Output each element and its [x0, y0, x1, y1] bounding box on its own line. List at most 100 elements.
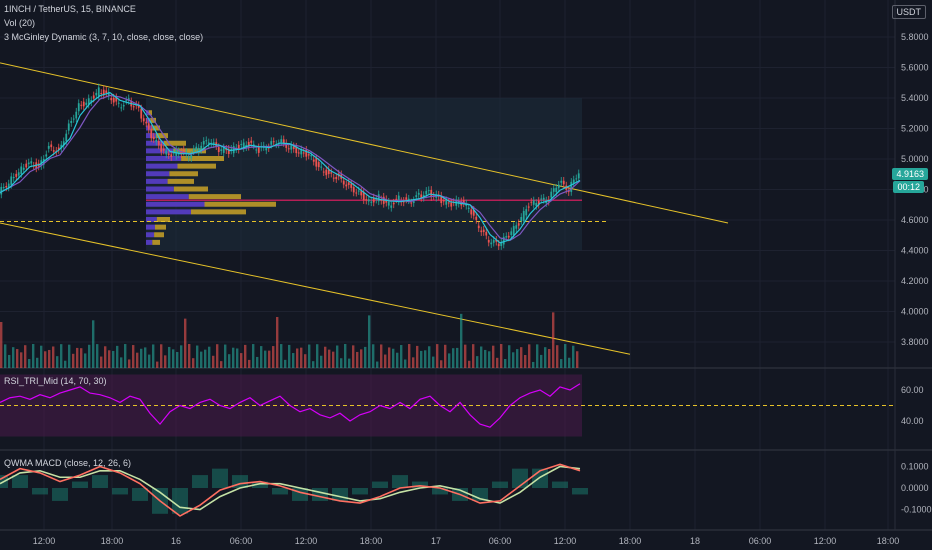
volume-bar	[392, 348, 395, 368]
candle-body	[427, 190, 430, 192]
time-tick-label-1: 18:00	[101, 536, 124, 546]
volume-bar	[472, 344, 475, 368]
vp-bar-buy-14	[146, 217, 157, 222]
volume-bar	[528, 344, 531, 368]
currency-badge[interactable]: USDT	[891, 5, 926, 19]
candle-body	[212, 142, 215, 145]
volume-bar	[384, 354, 387, 368]
candle-body	[57, 147, 60, 150]
candle-body	[487, 239, 490, 243]
price-tick-label-7: 4.4000	[901, 246, 929, 256]
vp-bar-sell-13	[191, 209, 246, 215]
macd-hist-bar	[552, 481, 568, 488]
candle-body	[575, 178, 578, 180]
trendline-1	[0, 222, 631, 355]
candle-body	[187, 156, 190, 158]
volume-bar	[348, 358, 351, 368]
vp-bar-sell-0	[148, 110, 152, 116]
candle-body	[480, 230, 483, 233]
volume-bar	[172, 349, 175, 368]
volume-bar	[300, 347, 303, 368]
symbol-legend[interactable]: 1INCH / TetherUS, 15, BINANCE	[4, 4, 136, 14]
candle-body	[102, 89, 105, 96]
candle-body	[125, 100, 128, 102]
volume-bar	[304, 354, 307, 368]
macd-hist-bar	[72, 481, 88, 488]
time-tick-label-6: 17	[431, 536, 441, 546]
vp-bar-buy-13	[146, 209, 191, 215]
candle-body	[87, 98, 90, 105]
mcginley-legend[interactable]: 3 McGinley Dynamic (3, 7, 10, close, clo…	[4, 32, 204, 42]
candle-body	[25, 163, 28, 168]
candle-body	[67, 123, 70, 131]
volume-bar	[376, 361, 379, 368]
candle-body	[305, 149, 308, 157]
volume-bar	[324, 346, 327, 368]
volume-bar	[72, 353, 75, 368]
candle-body	[312, 159, 315, 162]
time-tick-label-13: 18:00	[877, 536, 900, 546]
volume-bar	[452, 348, 455, 368]
macd-hist-bar	[192, 475, 208, 488]
volume-bar	[12, 347, 15, 368]
volume-bar	[316, 344, 319, 368]
candle-body	[242, 142, 245, 149]
candle-body	[307, 154, 310, 156]
rsi-legend[interactable]: RSI_TRI_Mid (14, 70, 30)	[4, 376, 107, 386]
candle-body	[332, 177, 335, 179]
mcginley-fast-line	[0, 91, 581, 244]
candle-body	[180, 151, 183, 155]
candle-body	[387, 201, 390, 206]
volume-bar	[468, 360, 471, 368]
candle-body	[97, 87, 100, 97]
volume-bar	[464, 344, 467, 368]
volume-bar	[240, 353, 243, 368]
candle-body	[550, 191, 553, 198]
candle-body	[370, 201, 373, 203]
time-tick-label-0: 12:00	[33, 536, 56, 546]
candle-body	[227, 148, 230, 154]
candle-body	[132, 106, 135, 108]
last-price-badge: 4.9163	[892, 168, 928, 180]
candle-body	[15, 173, 18, 177]
volume-bar	[196, 345, 199, 368]
candle-body	[52, 150, 55, 152]
candle-body	[372, 197, 375, 203]
candle-body	[190, 154, 193, 159]
candle-body	[467, 207, 470, 209]
volume-bar	[68, 344, 71, 368]
candle-body	[100, 93, 103, 95]
candle-body	[517, 223, 520, 226]
volume-bar	[356, 351, 359, 368]
volume-bar	[388, 347, 391, 368]
candle-body	[442, 200, 445, 202]
volume-bar	[544, 347, 547, 368]
candle-body	[500, 241, 503, 247]
candle-body	[507, 235, 510, 238]
candle-body	[542, 197, 545, 200]
price-tick-label-9: 4.0000	[901, 307, 929, 317]
candle-body	[145, 121, 148, 124]
vp-bar-sell-11	[188, 194, 241, 200]
volume-legend[interactable]: Vol (20)	[4, 18, 36, 28]
candle-body	[115, 97, 118, 102]
volume-bar	[128, 359, 131, 368]
candle-body	[505, 236, 508, 238]
candle-body	[72, 118, 75, 120]
volume-bar	[152, 344, 155, 368]
candle-body	[352, 187, 355, 193]
candle-body	[142, 118, 145, 122]
volume-bar	[284, 359, 287, 368]
volume-bar	[108, 350, 111, 368]
volume-bar	[272, 346, 275, 368]
candle-body	[485, 231, 488, 236]
candle-body	[167, 153, 170, 156]
volume-bar	[204, 349, 207, 368]
macd-legend[interactable]: QWMA MACD (close, 12, 26, 6)	[4, 458, 132, 468]
volume-bar	[380, 344, 383, 368]
candle-body	[20, 166, 23, 174]
volume-bar	[420, 350, 423, 368]
volume-bar	[228, 354, 231, 368]
vp-bar-sell-15	[155, 224, 166, 230]
